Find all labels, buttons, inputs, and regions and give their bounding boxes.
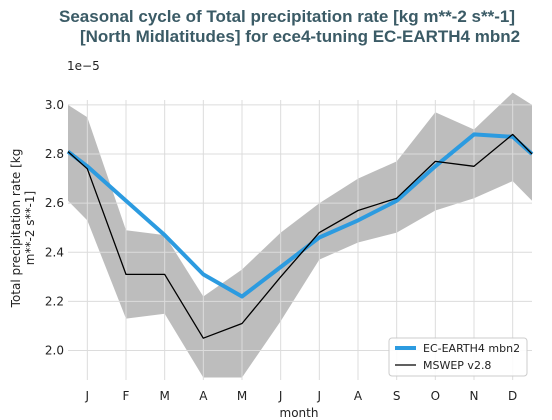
x-axis-label: month — [280, 406, 319, 420]
legend: EC-EARTH4 mbn2 MSWEP v2.8 — [388, 337, 528, 377]
y-axis-label-line2: m**-2 s**-1] — [23, 191, 37, 265]
x-tick-label-0: J — [85, 389, 90, 403]
series-line-mswep — [67, 133, 533, 339]
x-tick-label-1: F — [123, 389, 130, 403]
y-tick-label-3: 2.6 — [45, 196, 64, 210]
x-tick-label-9: O — [431, 389, 440, 403]
y-tick-label-5: 3.0 — [45, 98, 64, 112]
x-tick-label-8: S — [393, 389, 401, 403]
spread-band-area — [68, 92, 532, 378]
x-tick-label-3: A — [199, 389, 208, 403]
y-tick-label-4: 2.8 — [45, 147, 64, 161]
series-line-ec-earth4 — [66, 132, 534, 299]
x-tick-label-10: N — [470, 389, 479, 403]
grid — [68, 100, 532, 380]
x-tick-label-7: A — [354, 389, 363, 403]
x-tick-label-5: J — [278, 389, 283, 403]
y-tick-label-2: 2.4 — [45, 245, 64, 259]
x-tick-label-2: M — [159, 389, 169, 403]
y-offset-label: 1e−5 — [67, 59, 100, 73]
y-tick-label-0: 2.0 — [45, 344, 64, 358]
x-tick-label-6: J — [317, 389, 322, 403]
chart-title-line1: Seasonal cycle of Total precipitation ra… — [59, 7, 515, 26]
y-axis-label-line1: Total precipitation rate [kg — [9, 149, 23, 309]
legend-label-mswep: MSWEP v2.8 — [423, 359, 491, 372]
y-tick-label-1: 2.2 — [45, 294, 64, 308]
legend-label-ec-earth4: EC-EARTH4 mbn2 — [423, 342, 520, 355]
chart-title-line2: [North Midlatitudes] for ece4-tuning EC-… — [80, 27, 520, 46]
series-lines — [66, 132, 534, 339]
y-axis-label: Total precipitation rate [kg m**-2 s**-1… — [9, 149, 37, 309]
legend-box — [388, 337, 528, 377]
x-tick-label-11: D — [508, 389, 517, 403]
y-tick-labels: 2.0 2.2 2.4 2.6 2.8 3.0 — [45, 98, 64, 358]
spread-band — [68, 92, 532, 378]
x-tick-label-4: M — [237, 389, 247, 403]
